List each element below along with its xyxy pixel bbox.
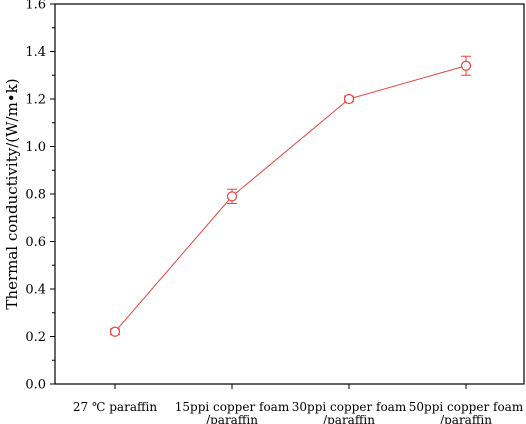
y-tick-label: 0.0	[25, 378, 46, 393]
x-tick-label: 27 ℃ paraffin	[73, 400, 157, 414]
y-tick-label: 0.8	[25, 188, 46, 203]
y-tick-label: 0.2	[25, 330, 46, 345]
x-axis: 27 ℃ paraffin 15ppi copper foam/paraffin3…	[73, 384, 524, 424]
y-axis-label: Thermal conductivity/(W/m•k)	[3, 78, 21, 309]
y-tick-label: 1.6	[25, 0, 46, 13]
x-tick-label: /paraffin	[440, 413, 492, 424]
y-tick-label: 1.4	[25, 45, 46, 60]
data-point	[109, 326, 121, 337]
x-tick-label: /paraffin	[323, 413, 375, 424]
x-tick-label: 50ppi copper foam	[409, 400, 524, 414]
data-point	[226, 191, 238, 202]
y-tick-label: 0.4	[25, 283, 46, 298]
series-line	[114, 65, 467, 333]
x-tick-label: /paraffin	[206, 413, 258, 424]
y-tick-label: 1.0	[25, 140, 46, 155]
y-tick-label: 1.2	[25, 93, 46, 108]
x-tick-label: 30ppi copper foam	[292, 400, 407, 414]
y-tick-label: 0.6	[25, 235, 46, 250]
data-point	[343, 93, 355, 105]
x-tick-label: 15ppi copper foam	[175, 400, 290, 414]
plot-frame	[54, 3, 525, 385]
y-axis: 0.0 0.2 0.4 0.6 0.8 1.0 1.2 1.4 1.6	[25, 0, 55, 393]
data-point	[460, 60, 472, 71]
series-layer	[109, 55, 472, 337]
